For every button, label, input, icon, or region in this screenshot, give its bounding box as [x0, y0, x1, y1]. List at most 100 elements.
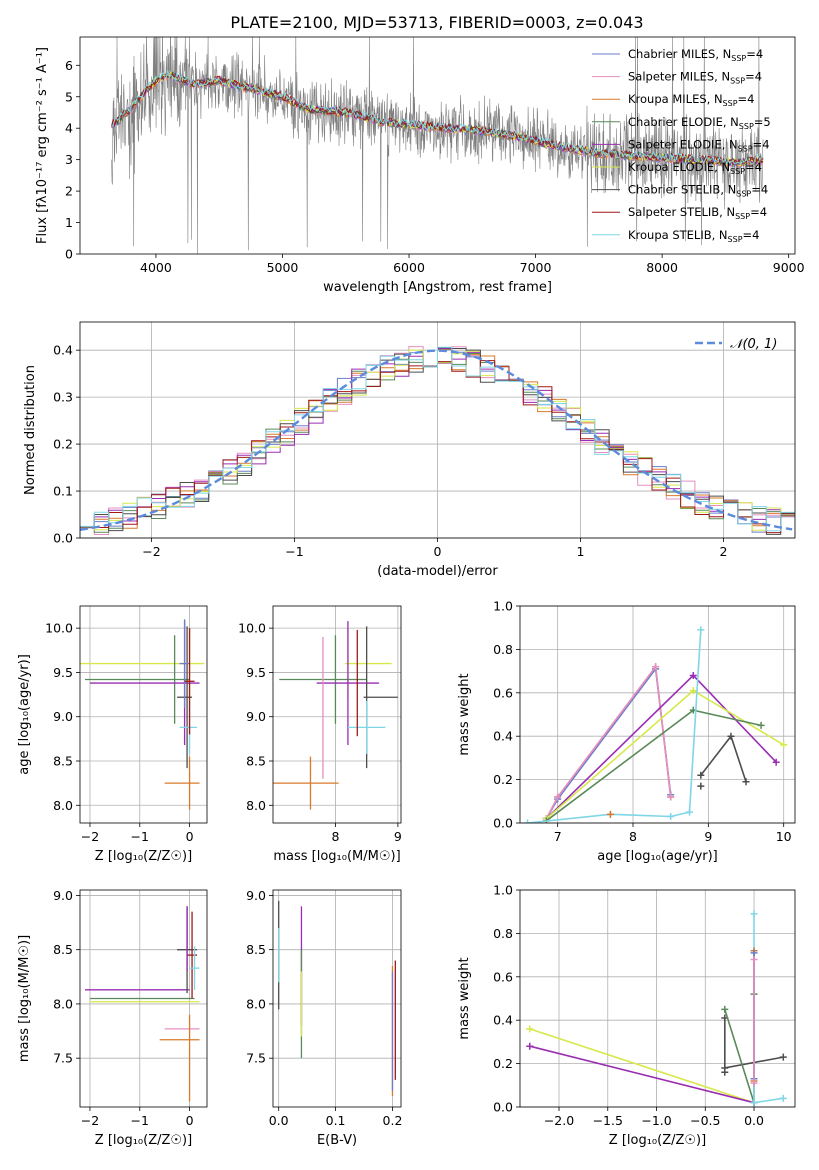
y-tick-label: 0.2: [493, 772, 513, 787]
errorbar-point: [316, 621, 380, 746]
legend-entry: Chabrier ELODIE, NSSP=5: [628, 115, 771, 131]
plot-area: [273, 621, 398, 810]
axes-border: [272, 605, 402, 824]
mass-weight-vs-metallicity-panel: −2.0 −1.5 −1.0 −0.5 0.0 0.0 0.2 0.4 0.6 0.8 1.0 Z […: [457, 883, 796, 1148]
legend-entry: Kroupa STELIB, NSSP=4: [628, 228, 759, 244]
y-tick-label: 8.0: [53, 996, 73, 1011]
weight-series: [526, 1042, 758, 1107]
axes-border: [519, 889, 796, 1108]
x-tick-label: 9: [394, 829, 402, 844]
data-marker: [697, 782, 705, 790]
x-tick-label: 8000: [646, 260, 678, 275]
data-marker: [721, 1005, 729, 1013]
data-marker: [667, 812, 675, 820]
data-marker: [697, 626, 705, 634]
data-marker: [606, 810, 614, 818]
data-marker: [526, 1025, 534, 1033]
errorbar-point: [189, 946, 200, 990]
weight-series: [750, 955, 758, 1087]
mass-vs-ebv-panel: 0.0 0.1 0.2 7.5 8.0 8.5 9.0 E(B-V): [246, 888, 402, 1148]
x-tick-label: −1: [131, 829, 149, 844]
x-axis-label: wavelength [Angstrom, rest frame]: [323, 280, 552, 295]
x-tick-label: −2: [142, 544, 160, 559]
series-line: [545, 664, 672, 820]
x-axis-label: Z [log₁₀(Z/Z☉)]: [609, 1133, 706, 1148]
data-marker: [721, 1068, 729, 1076]
plot-area: [111, 37, 764, 254]
y-tick-label: 3: [65, 152, 73, 167]
legend-entry: Salpeter ELODIE, NSSP=4: [628, 137, 770, 153]
plot-area: [526, 910, 787, 1107]
y-tick-label: 9.5: [53, 665, 73, 680]
x-axis-label: Z [log₁₀(Z/Z☉)]: [95, 1133, 192, 1148]
weight-series: [721, 1014, 787, 1072]
x-tick-label: −0.5: [690, 1113, 720, 1128]
age-vs-metallicity-panel: −2 −1 0 8.0 8.5 9.0 9.5 10.0 Z [log₁₀(Z/Z☉)] age …: [17, 605, 208, 864]
mass-vs-metallicity-panel: −2 −1 0 7.5 8.0 8.5 9.0 Z [log₁₀(Z/Z☉)] mass [lo…: [17, 888, 208, 1148]
y-tick-label: 9.0: [246, 888, 266, 903]
x-tick-label: 5000: [267, 260, 299, 275]
y-tick-label: 10.0: [238, 621, 266, 636]
data-marker: [727, 732, 735, 740]
y-tick-label: 8.0: [246, 798, 266, 813]
y-tick-label: 0.2: [493, 1056, 513, 1071]
series-line: [545, 664, 672, 820]
data-marker: [689, 671, 697, 679]
errorbar-point: [89, 621, 200, 746]
series-line: [529, 1028, 755, 1104]
x-tick-label: 0.2: [383, 1113, 403, 1128]
axes-frame: 8 9 8.0 8.5 9.0 9.5 10.0 mass [log₁₀(M/M☉)]: [238, 605, 402, 864]
y-axis-label: Normed distribution: [23, 365, 38, 495]
y-tick-label: 9.0: [53, 888, 73, 903]
errorbar-point: [273, 756, 339, 810]
weight-series: [697, 732, 750, 786]
legend-entry: Salpeter MILES, NSSP=4: [628, 70, 762, 86]
x-tick-label: 0: [186, 829, 194, 844]
y-axis-label: mass weight: [457, 673, 472, 755]
weight-series: [750, 910, 787, 1107]
y-tick-label: 6: [65, 58, 73, 73]
axes-frame: 0.0 0.1 0.2 7.5 8.0 8.5 9.0 E(B-V): [246, 888, 402, 1148]
x-tick-label: −2: [81, 829, 99, 844]
errorbar-point: [179, 619, 190, 708]
series-line: [724, 994, 755, 1103]
y-tick-label: 0.1: [53, 484, 73, 499]
y-tick-label: 8.5: [53, 942, 73, 957]
y-tick-label: 0.8: [493, 926, 513, 941]
x-tick-label: 6000: [393, 260, 425, 275]
x-tick-label: 0: [186, 1113, 194, 1128]
legend-entry: Kroupa MILES, NSSP=4: [628, 92, 754, 108]
x-axis-label: age [log₁₀(age/yr)]: [597, 849, 718, 864]
y-tick-label: 7.5: [246, 1051, 266, 1066]
axes-border: [79, 321, 796, 539]
histogram-kroupa-stelib: [80, 346, 795, 538]
x-tick-label: 9: [704, 829, 712, 844]
x-tick-label: 7: [554, 829, 562, 844]
data-marker: [757, 721, 765, 729]
y-tick-label: 2: [65, 184, 73, 199]
y-axis-label: Flux [fλ10⁻¹⁷ erg cm⁻² s⁻¹ A⁻¹]: [35, 47, 50, 244]
y-tick-label: 8.5: [53, 754, 73, 769]
series-line: [753, 913, 784, 1104]
y-tick-label: 0.4: [53, 343, 73, 358]
residual-histogram-panel: −2 −1 0 1 2 0.0 0.1 0.2 0.3 0.4 (data-model)/error…: [23, 321, 796, 579]
data-marker: [742, 778, 750, 786]
mass-weight-vs-age-panel: 7 8 9 10 0.0 0.2 0.4 0.6 0.8 1.0 age [log₁₀(age/yr…: [457, 599, 796, 864]
x-tick-label: 7000: [520, 260, 552, 275]
series-line: [545, 666, 672, 820]
legend-entry: 𝒩(0, 1): [730, 337, 777, 352]
y-tick-label: 10.0: [45, 621, 73, 636]
weight-series: [542, 671, 780, 823]
axes-border: [519, 605, 796, 824]
data-marker: [772, 758, 780, 766]
data-marker: [750, 955, 758, 963]
y-axis-label: age [log₁₀(age/yr)]: [17, 654, 32, 775]
y-tick-label: 5: [65, 89, 73, 104]
y-tick-label: 8.5: [246, 754, 266, 769]
normal-distribution-curve: [80, 349, 793, 531]
x-tick-label: 0.0: [269, 1113, 289, 1128]
y-tick-label: 9.0: [246, 709, 266, 724]
x-tick-label: 2: [720, 544, 728, 559]
y-tick-label: 1.0: [493, 883, 513, 898]
x-tick-label: 0.0: [744, 1113, 764, 1128]
